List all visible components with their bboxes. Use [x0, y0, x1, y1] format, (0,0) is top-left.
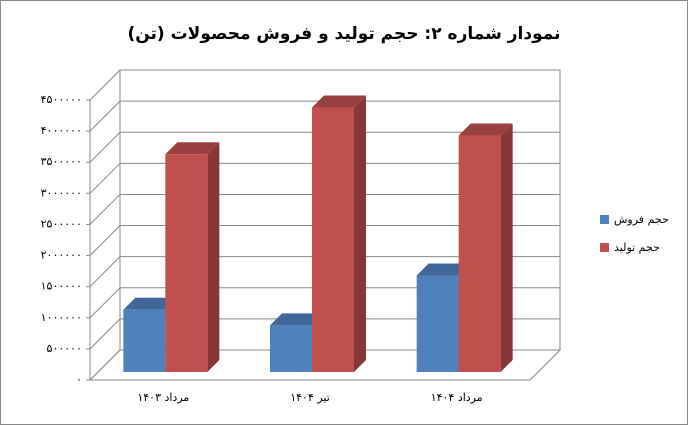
y-tick-label: ۴۵۰۰۰۰۰: [41, 93, 82, 106]
chart-title: نمودار شماره ۲: حجم تولید و فروش محصولات…: [127, 24, 560, 44]
y-tick-label: ۱۵۰۰۰۰۰: [41, 280, 82, 293]
bar-side: [500, 123, 513, 372]
x-tick-label: مرداد ۱۴۰۳: [137, 391, 189, 404]
legend-swatch: [600, 215, 609, 224]
bar: [458, 135, 501, 372]
x-tick-label: مرداد ۱۴۰۴: [431, 391, 483, 404]
grid-line: [89, 349, 560, 381]
bar-top: [165, 142, 220, 155]
grid-line: [89, 225, 560, 256]
bar-top: [270, 313, 324, 326]
bar: [123, 309, 166, 372]
y-tick-label: ۳۵۰۰۰۰۰: [41, 155, 82, 168]
bar-top: [123, 297, 178, 310]
bar-top: [458, 123, 513, 136]
bar: [416, 275, 459, 372]
y-tick-label: ۴۰۰۰۰۰۰: [41, 124, 82, 137]
bar-side: [207, 142, 220, 372]
bar: [165, 154, 208, 372]
bar-side: [354, 95, 366, 373]
bar: [312, 107, 354, 373]
x-tick-label: تیر ۱۴۰۴: [290, 391, 330, 404]
y-tick-label: ۳۰۰۰۰۰۰: [41, 186, 82, 199]
y-tick-label: ۱۰۰۰۰۰۰: [41, 311, 82, 324]
bar-top: [416, 263, 471, 276]
legend-label: حجم تولید: [614, 241, 660, 254]
y-tick-label: ۰: [76, 373, 82, 386]
legend-label: حجم فروش: [614, 213, 669, 226]
y-tick-label: ۵۰۰۰۰۰: [47, 342, 82, 355]
grid-line: [89, 162, 560, 194]
grid-line: [89, 193, 560, 225]
y-tick-label: ۲۵۰۰۰۰۰: [41, 217, 82, 230]
y-tick-label: ۲۰۰۰۰۰۰: [41, 249, 82, 262]
grid-line: [89, 100, 560, 132]
grid-line: [89, 318, 560, 350]
grid-line: [89, 69, 560, 101]
bar-top: [312, 95, 366, 108]
grid-line: [89, 287, 560, 319]
grid-line: [89, 256, 560, 288]
bar: [270, 325, 312, 372]
grid-line: [89, 131, 560, 163]
legend-swatch: [600, 243, 609, 252]
